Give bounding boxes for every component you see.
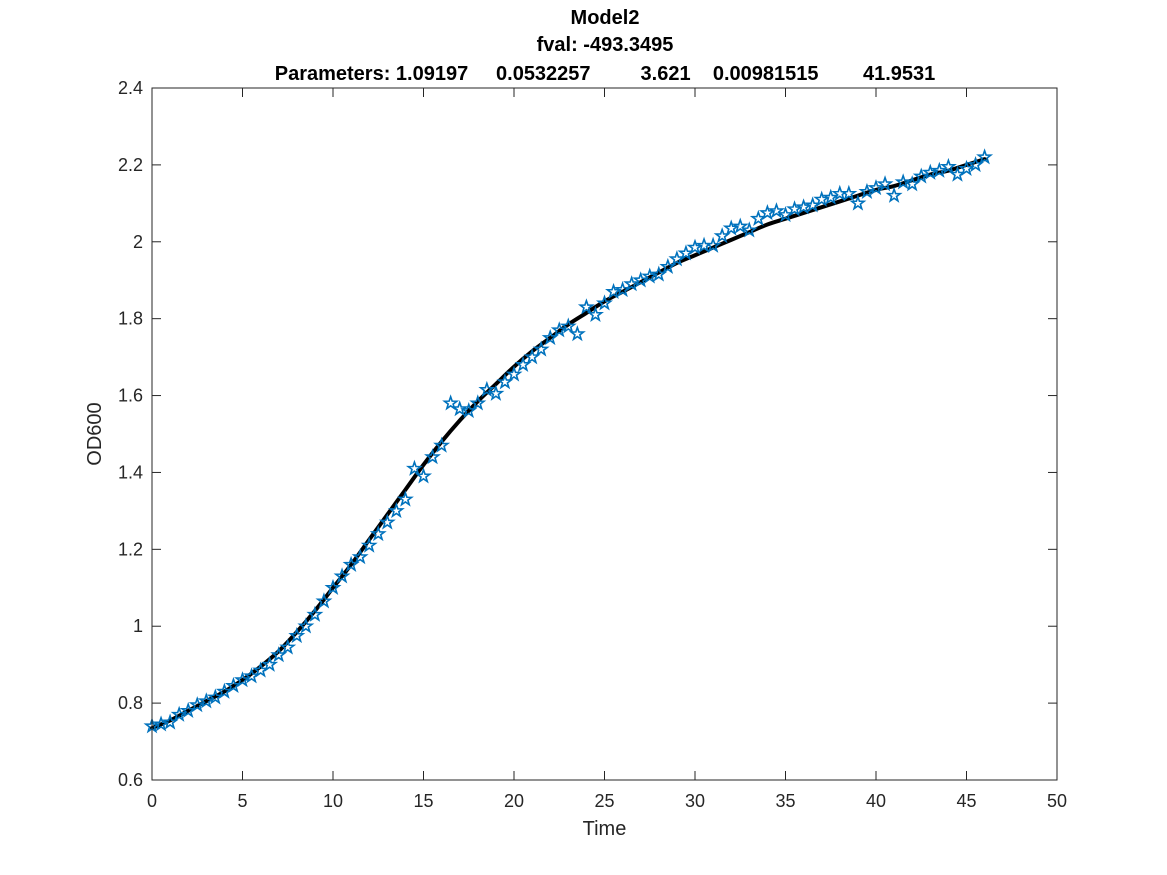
x-tick-label: 50: [1047, 791, 1067, 811]
data-point: [948, 165, 966, 182]
data-point: [179, 701, 197, 719]
data-point: [188, 696, 206, 713]
x-tick-label: 30: [685, 791, 705, 811]
data-point: [804, 196, 822, 213]
y-tick-label: 0.6: [118, 770, 143, 790]
data-point: [749, 209, 767, 226]
x-tick-label: 35: [775, 791, 795, 811]
data-point: [279, 638, 297, 655]
data-point: [568, 325, 586, 342]
y-tick-label: 0.8: [118, 693, 143, 713]
data-point: [849, 194, 867, 211]
data-point: [197, 692, 215, 709]
data-point: [424, 448, 442, 465]
data-point: [731, 217, 749, 234]
data-point: [958, 159, 975, 176]
data-point: [297, 617, 315, 634]
data-point: [224, 676, 242, 694]
data-point: [822, 188, 840, 205]
y-tick-label: 2: [133, 232, 143, 252]
data-point: [976, 148, 994, 165]
data-point: [623, 275, 641, 292]
data-point: [487, 384, 505, 401]
x-tick-label: 40: [866, 791, 886, 811]
data-point: [306, 605, 324, 622]
data-point: [396, 490, 414, 507]
y-tick-label: 2.2: [118, 155, 143, 175]
x-axis-label: Time: [583, 818, 627, 840]
data-point: [586, 305, 604, 323]
plot-area: [152, 88, 1057, 780]
data-point: [414, 467, 433, 484]
data-point: [614, 280, 632, 298]
data-point: [333, 567, 351, 584]
data-point: [595, 294, 614, 311]
ticks-layer: 0 5 10 15 20 25 30 35 40 45 50 0.6 0.8 1 1.2 1.4 1.6 1.8 2…: [118, 78, 1067, 811]
data-point: [433, 436, 451, 453]
data-point: [704, 236, 722, 253]
data-point: [867, 179, 885, 196]
data-point: [378, 513, 396, 530]
data-point: [876, 175, 894, 192]
x-tick-label: 45: [956, 791, 976, 811]
data-point: [668, 250, 686, 267]
data-point: [451, 400, 469, 417]
y-tick-label: 2.4: [118, 78, 143, 98]
x-tick-label: 20: [504, 791, 524, 811]
title-line-3: Parameters: 1.09197 0.0532257 3.621 0.00…: [275, 63, 936, 85]
data-point: [360, 536, 378, 553]
data-point: [740, 221, 758, 238]
data-point: [469, 394, 487, 411]
y-tick-label: 1.2: [118, 539, 143, 559]
data-point: [261, 655, 279, 672]
points-layer: [143, 148, 994, 734]
data-point: [894, 173, 912, 190]
y-tick-label: 1: [133, 616, 143, 636]
y-tick-label: 1.4: [118, 462, 143, 482]
title-line-1: Model2: [571, 7, 640, 29]
data-point: [767, 202, 785, 219]
data-point: [632, 271, 650, 288]
data-point: [387, 501, 405, 519]
data-point: [351, 548, 369, 565]
data-point: [577, 298, 595, 315]
data-point: [234, 671, 251, 688]
data-point: [885, 186, 903, 203]
data-point: [930, 161, 948, 178]
data-point: [532, 340, 550, 357]
title-line-2: fval: -493.3495: [537, 34, 674, 56]
data-point: [442, 394, 460, 411]
data-point: [405, 459, 423, 476]
y-tick-label: 1.8: [118, 309, 143, 329]
data-point: [252, 661, 270, 678]
data-point: [369, 525, 387, 542]
data-point: [912, 167, 930, 184]
data-point: [505, 365, 523, 382]
data-point: [550, 321, 568, 338]
x-tick-label: 5: [237, 791, 247, 811]
data-point: [315, 592, 333, 609]
data-point: [478, 380, 496, 398]
x-tick-label: 10: [323, 791, 343, 811]
data-point: [243, 667, 261, 684]
data-point: [559, 317, 577, 334]
data-point: [170, 705, 188, 722]
data-point: [858, 182, 876, 200]
data-point: [206, 688, 224, 705]
data-point: [677, 244, 695, 261]
data-point: [840, 184, 858, 201]
data-point: [215, 682, 233, 699]
x-tick-label: 15: [413, 791, 433, 811]
x-tick-label: 25: [594, 791, 614, 811]
x-tick-label: 0: [147, 791, 157, 811]
data-point: [777, 205, 794, 223]
data-point: [288, 626, 306, 644]
data-point: [939, 157, 957, 175]
y-tick-label: 1.6: [118, 386, 143, 406]
y-axis-label: OD600: [84, 402, 106, 465]
axes-box: [151, 87, 1058, 781]
data-point: [324, 578, 342, 596]
